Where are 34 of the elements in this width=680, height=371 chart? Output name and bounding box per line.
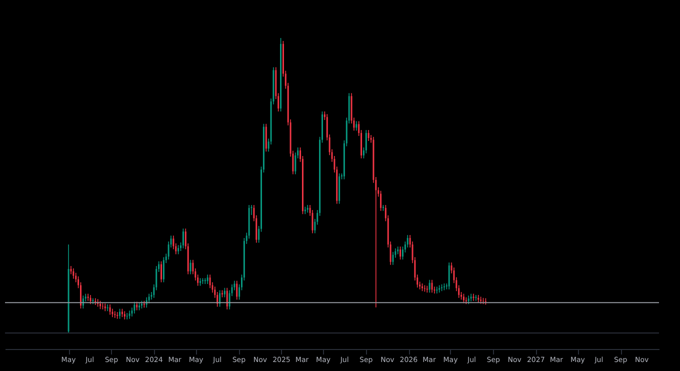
candlestick xyxy=(400,246,402,260)
candlestick xyxy=(109,304,111,316)
candlestick xyxy=(392,251,394,266)
candlestick xyxy=(224,287,226,298)
candlestick xyxy=(226,287,228,310)
candlestick xyxy=(87,293,89,302)
candlestick xyxy=(128,310,130,320)
candlestick xyxy=(356,120,358,132)
candlestick xyxy=(134,301,136,314)
candlestick xyxy=(182,228,184,249)
candlestick xyxy=(172,235,174,250)
candlestick xyxy=(160,260,162,283)
candlestick xyxy=(90,294,92,304)
candlestick xyxy=(119,308,121,320)
candlestick xyxy=(206,274,208,284)
candlestick xyxy=(431,280,433,293)
candlestick xyxy=(70,266,72,275)
candlestick xyxy=(94,298,96,306)
candlestick xyxy=(472,293,474,302)
candlestick xyxy=(428,280,430,293)
candlestick xyxy=(436,286,438,294)
candlestick xyxy=(162,256,164,283)
candlestick xyxy=(368,130,370,142)
candlestick xyxy=(236,280,238,300)
candlestick xyxy=(475,294,477,302)
candlestick xyxy=(178,244,180,255)
candlestick xyxy=(265,123,267,152)
candlestick xyxy=(190,259,192,275)
candlestick xyxy=(114,310,116,318)
candlestick xyxy=(209,274,211,289)
candlestick xyxy=(219,290,221,308)
candlestick xyxy=(380,190,382,212)
candlestick xyxy=(448,262,450,290)
candlestick xyxy=(72,268,74,280)
